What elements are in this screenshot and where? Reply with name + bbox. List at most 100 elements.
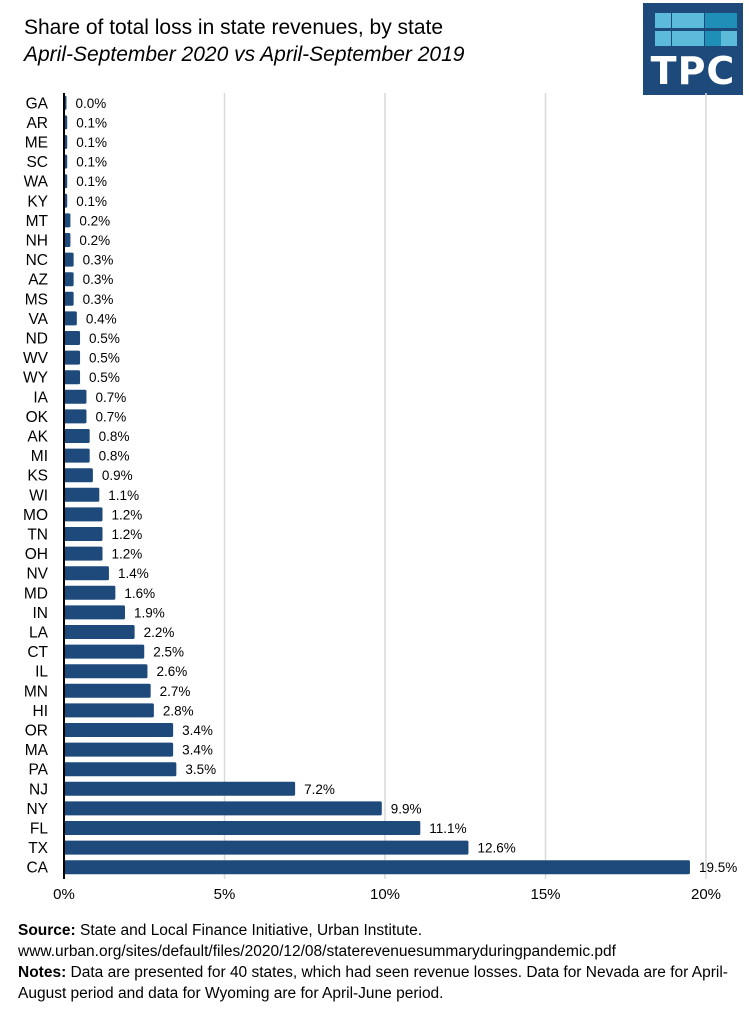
data-label: 1.9% xyxy=(134,605,165,620)
category-label: KY xyxy=(27,193,48,210)
data-label: 3.4% xyxy=(182,743,213,758)
data-label: 0.1% xyxy=(76,115,107,130)
category-label: SC xyxy=(26,154,48,171)
category-label: NC xyxy=(26,252,48,269)
category-label: NJ xyxy=(29,781,48,798)
data-label: 0.5% xyxy=(89,351,120,366)
notes-label: Notes: xyxy=(18,964,67,981)
bar xyxy=(64,566,109,581)
x-tick-label: 5% xyxy=(214,886,236,903)
logo-square xyxy=(671,13,688,28)
category-label: MO xyxy=(23,507,48,524)
bar xyxy=(64,546,103,561)
category-label: VA xyxy=(28,311,48,328)
category-label: TN xyxy=(27,527,48,544)
bar xyxy=(64,507,103,522)
data-label: 1.2% xyxy=(112,527,143,542)
data-label: 0.4% xyxy=(86,311,117,326)
logo-square xyxy=(704,13,721,28)
bar xyxy=(64,781,296,796)
bar xyxy=(64,801,382,816)
data-label: 1.4% xyxy=(118,566,149,581)
category-label: MI xyxy=(31,448,48,465)
category-label: MA xyxy=(25,742,49,759)
bar xyxy=(64,252,74,267)
bar xyxy=(64,723,174,737)
logo-square xyxy=(721,13,737,28)
data-label: 2.7% xyxy=(160,684,191,699)
data-label: 2.6% xyxy=(156,664,187,679)
category-label: MS xyxy=(25,291,48,308)
x-tick-label: 15% xyxy=(530,886,560,903)
chart-subtitle: April-September 2020 vs April-September … xyxy=(24,43,465,66)
category-label: PA xyxy=(28,762,48,779)
x-tick-label: 20% xyxy=(691,886,721,903)
bar xyxy=(64,664,148,679)
data-label: 2.8% xyxy=(163,703,194,718)
logo-square xyxy=(671,30,688,46)
bar xyxy=(64,331,81,345)
data-label: 3.4% xyxy=(182,723,213,738)
category-label: LA xyxy=(29,625,49,642)
logo-square xyxy=(721,30,737,46)
category-label: AK xyxy=(27,429,48,446)
category-label: WY xyxy=(23,370,48,387)
data-label: 0.5% xyxy=(89,331,120,346)
bar xyxy=(64,429,90,443)
chart-footer: Source: State and Local Finance Initiati… xyxy=(18,920,748,1004)
category-label: IL xyxy=(35,664,48,681)
category-label: KS xyxy=(27,468,48,485)
bar xyxy=(64,585,116,600)
bar xyxy=(64,742,174,757)
logo-text: TPC xyxy=(650,49,736,93)
category-label: IN xyxy=(33,605,49,622)
bar xyxy=(64,703,154,718)
category-label: MT xyxy=(26,213,49,230)
category-label: IA xyxy=(33,389,48,406)
category-label: GA xyxy=(26,95,49,112)
bar xyxy=(64,311,77,326)
category-label: MN xyxy=(24,683,48,700)
data-label: 11.1% xyxy=(429,821,466,836)
category-label: MD xyxy=(24,585,48,602)
bar xyxy=(64,762,177,777)
notes-text: Data are presented for 40 states, which … xyxy=(18,964,728,1002)
bar xyxy=(64,233,71,247)
bar xyxy=(64,860,690,875)
bar-chart: 0% 5% 10% 15% 20% GA 0.0% AR 0.1% ME 0.1% SC 0.1% WA 0… xyxy=(23,93,737,903)
data-label: 1.2% xyxy=(112,547,143,562)
bar xyxy=(64,821,421,835)
category-label: AZ xyxy=(28,272,48,289)
logo-square xyxy=(688,30,704,46)
data-label: 0.1% xyxy=(76,174,107,189)
data-label: 0.1% xyxy=(76,194,107,209)
source-line: Source: State and Local Finance Initiati… xyxy=(18,920,748,941)
logo-square xyxy=(704,30,721,46)
bar xyxy=(64,350,81,365)
bar xyxy=(64,683,151,698)
data-label: 7.2% xyxy=(304,782,335,797)
data-label: 1.6% xyxy=(124,586,155,601)
data-label: 0.3% xyxy=(83,253,114,268)
bar xyxy=(64,272,74,287)
data-label: 2.5% xyxy=(153,645,184,660)
bar xyxy=(64,527,103,541)
bar xyxy=(64,487,100,502)
bar xyxy=(64,389,87,404)
data-label: 0.0% xyxy=(76,96,107,111)
data-label: 2.2% xyxy=(144,625,175,640)
source-url: www.urban.org/sites/default/files/2020/1… xyxy=(18,943,616,960)
notes-line: Notes: Data are presented for 40 states,… xyxy=(18,962,748,1004)
data-label: 1.1% xyxy=(108,488,139,503)
data-label: 0.2% xyxy=(79,233,110,248)
bar xyxy=(64,644,145,659)
bar xyxy=(64,291,74,306)
x-tick-label: 10% xyxy=(370,886,400,903)
category-label: WA xyxy=(24,174,49,191)
data-label: 0.8% xyxy=(99,429,130,444)
tpc-logo: TPC xyxy=(643,3,743,95)
data-label: 0.3% xyxy=(83,272,114,287)
bar xyxy=(64,213,71,228)
data-label: 0.3% xyxy=(83,292,114,307)
category-label: CA xyxy=(26,860,48,877)
